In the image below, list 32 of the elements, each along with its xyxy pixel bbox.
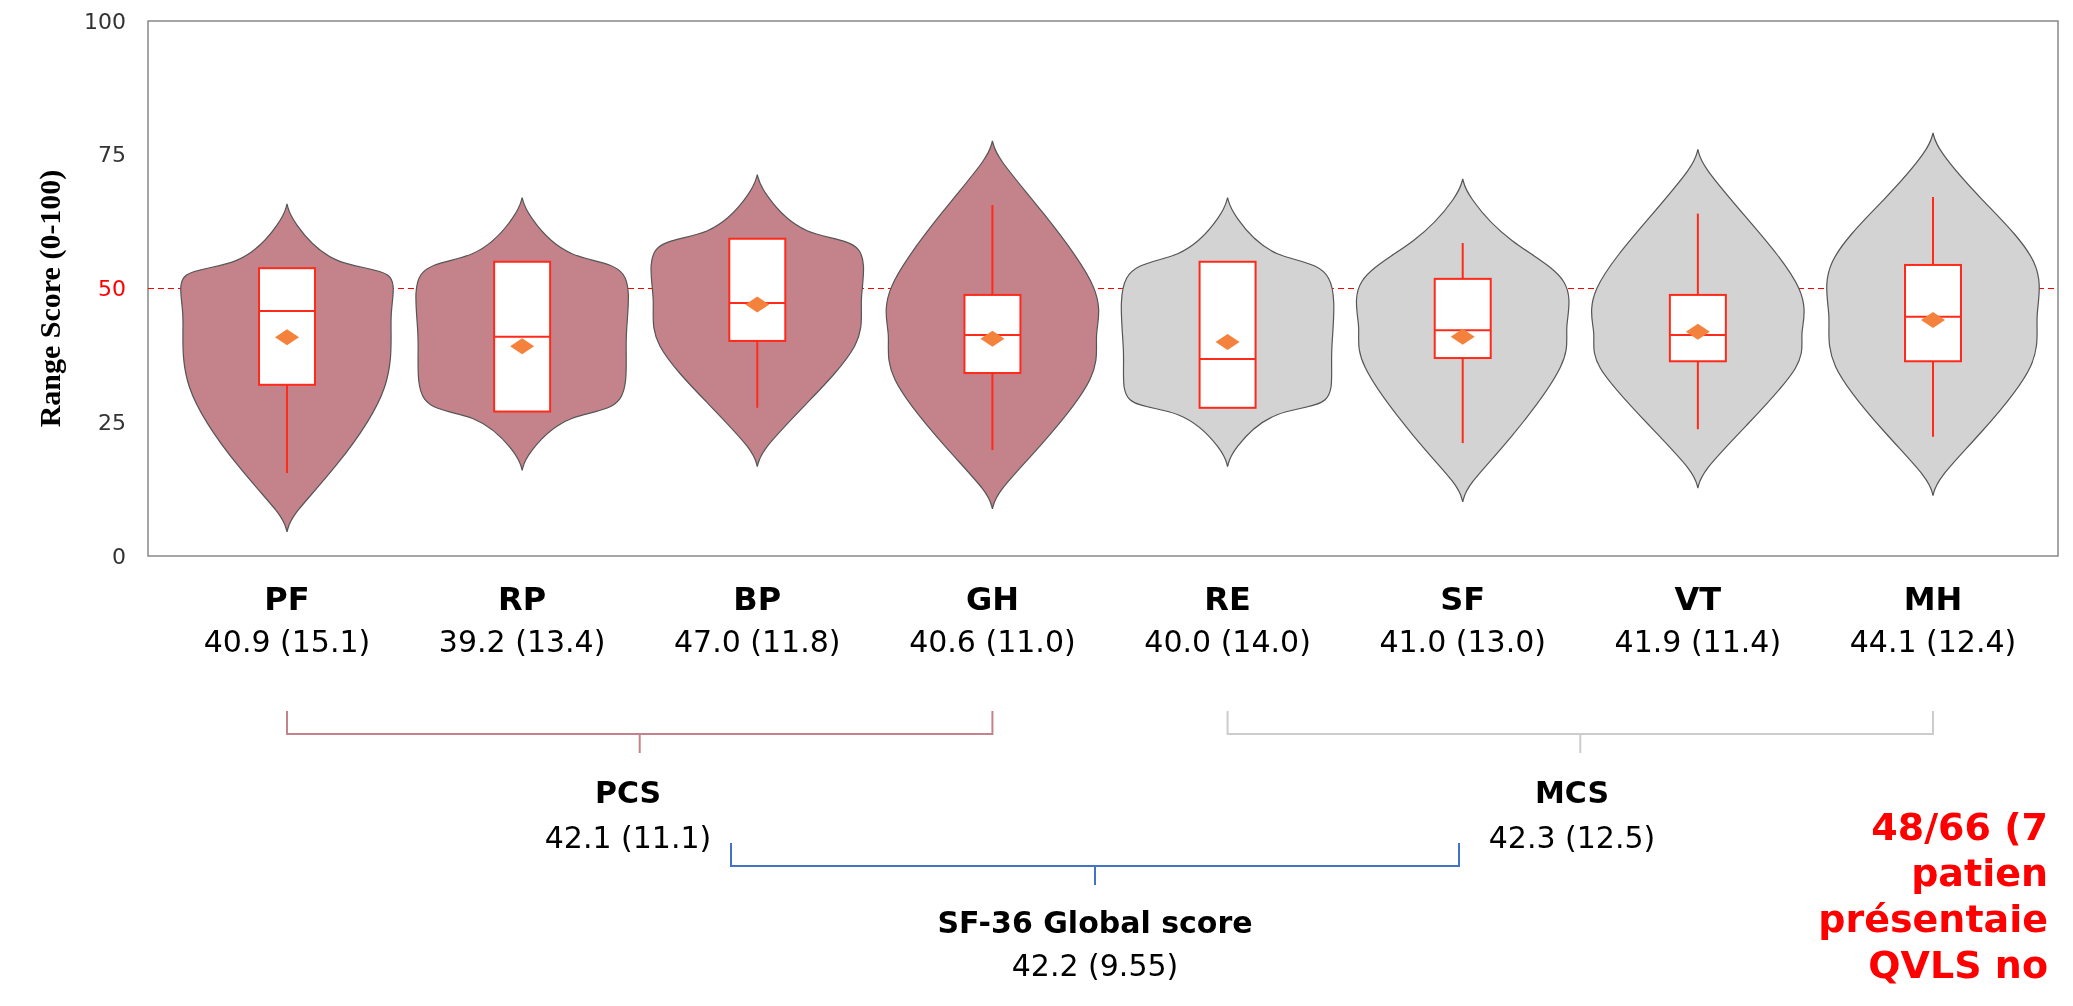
text: 42.1 (11.1) [544,820,712,855]
y-tick-label: 50 [98,276,126,302]
x-tick-label: BP [733,580,782,618]
y-tick-label: 25 [98,409,126,435]
text: 40.0 (14.0) [1144,624,1311,659]
x-tick-label: SF [1440,580,1486,618]
text: 39.2 (13.4) [438,624,606,659]
y-axis-title: Range Score (0-100) [33,169,67,428]
text: 44.1 (12.4) [1849,624,2017,659]
x-tick-label: RP [498,580,547,618]
x-tick-label: GH [965,580,1019,618]
text: 42.2 (9.55) [1011,948,1179,983]
text: 40.9 (15.1) [203,624,371,659]
text: 47.0 (11.8) [674,624,841,659]
text: 40.6 (11.0) [909,624,1076,659]
text: MCS [1534,775,1610,810]
y-tick-label: 0 [112,543,126,569]
y-tick-label: 75 [98,142,126,168]
text: 41.0 (13.0) [1379,624,1546,659]
text: patien [1911,851,2048,895]
x-tick-label: VT [1674,580,1722,618]
text: 41.9 (11.4) [1614,624,1782,659]
text: présentaie [1818,897,2048,941]
text: 48/66 (7 [1871,805,2048,849]
text: 42.3 (12.5) [1488,820,1656,855]
x-tick-label: MH [1903,580,1963,618]
x-tick-label: PF [264,580,310,618]
x-tick-label: RE [1204,580,1251,618]
text: QVLS no [1868,943,2048,987]
text: SF-36 Global score [937,905,1253,940]
text: PCS [594,775,662,810]
y-tick-label: 100 [84,8,126,34]
